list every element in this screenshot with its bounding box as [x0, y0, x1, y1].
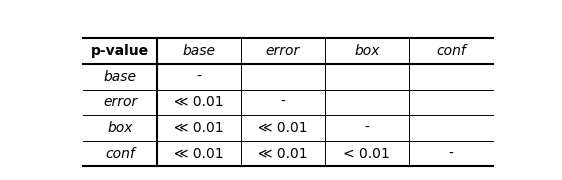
Text: base: base [183, 44, 215, 58]
Text: -: - [364, 121, 369, 135]
Text: ≪ 0.01: ≪ 0.01 [174, 147, 224, 161]
Text: box: box [107, 121, 133, 135]
Text: ≪ 0.01: ≪ 0.01 [174, 121, 224, 135]
Text: conf: conf [436, 44, 466, 58]
Text: error: error [266, 44, 300, 58]
Text: box: box [354, 44, 379, 58]
Text: base: base [103, 70, 137, 84]
Text: conf: conf [105, 147, 135, 161]
Text: ≪ 0.01: ≪ 0.01 [258, 121, 308, 135]
Text: ≪ 0.01: ≪ 0.01 [258, 147, 308, 161]
Text: p-value: p-value [91, 44, 149, 58]
Text: error: error [103, 95, 137, 109]
Text: < 0.01: < 0.01 [343, 147, 390, 161]
Text: -: - [448, 147, 453, 161]
Text: -: - [280, 95, 285, 109]
Text: -: - [197, 70, 201, 84]
Text: ≪ 0.01: ≪ 0.01 [174, 95, 224, 109]
